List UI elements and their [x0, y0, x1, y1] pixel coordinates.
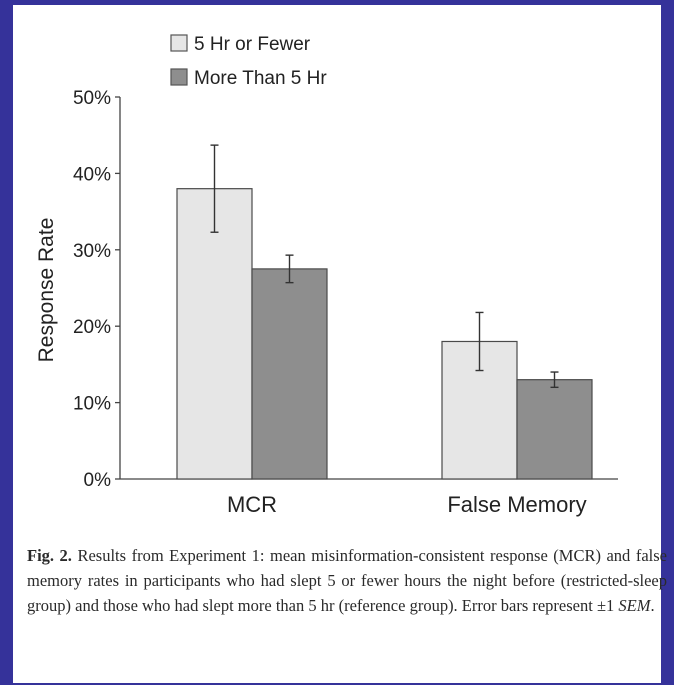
x-tick-label: False Memory: [447, 492, 586, 517]
caption-end: .: [650, 596, 655, 615]
y-tick-label: 50%: [73, 88, 111, 109]
legend-swatch: [170, 34, 188, 52]
bar: [516, 379, 593, 480]
legend-label: 5 Hr or Fewer: [194, 34, 311, 55]
y-axis: 0% 10% 20% 30% 40% 50%: [73, 88, 121, 491]
caption-sem: SEM: [618, 596, 651, 615]
y-axis-label: Response Rate: [35, 218, 58, 363]
legend-label: More Than 5 Hr: [194, 68, 327, 89]
legend-swatch: [170, 68, 188, 86]
figure-caption: Fig. 2. Results from Experiment 1: mean …: [27, 543, 667, 618]
caption-body: Results from Experiment 1: mean misinfor…: [27, 546, 667, 615]
figure-panel: 5 Hr or Fewer More Than 5 Hr 0% 10% 20% 30% 4…: [13, 5, 667, 683]
y-tick-label: 0%: [84, 470, 112, 491]
y-tick-label: 40%: [73, 164, 111, 185]
legend: 5 Hr or Fewer More Than 5 Hr: [170, 34, 327, 89]
bar-chart: 5 Hr or Fewer More Than 5 Hr 0% 10% 20% 30% 4…: [35, 34, 618, 517]
bar: [176, 188, 253, 480]
x-tick-label: MCR: [227, 492, 277, 517]
error-bars: [210, 144, 559, 389]
caption-label: Fig. 2.: [27, 546, 72, 565]
y-tick-label: 20%: [73, 317, 111, 338]
bar: [251, 268, 328, 480]
y-tick-label: 10%: [73, 394, 111, 415]
bars: [176, 188, 593, 480]
x-axis: MCR False Memory: [120, 478, 618, 517]
y-tick-label: 30%: [73, 241, 111, 262]
